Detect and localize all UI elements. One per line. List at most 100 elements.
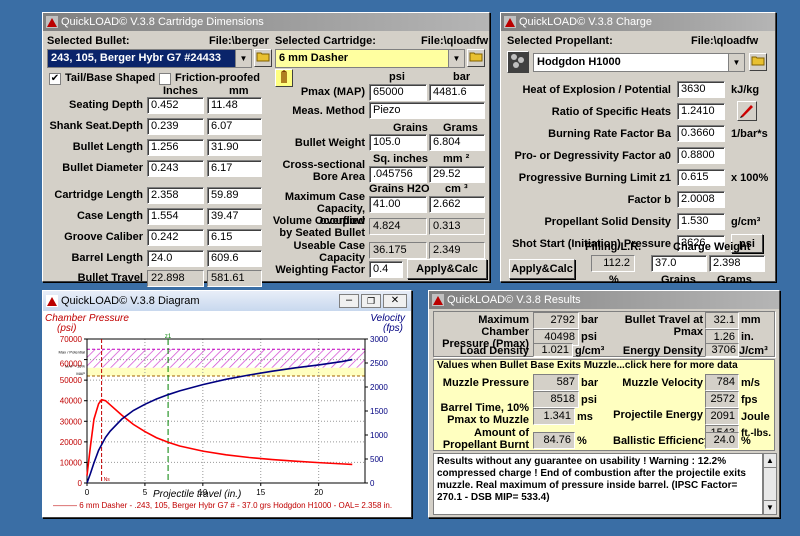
close-icon[interactable]: ✕ — [383, 294, 407, 308]
weighting-factor-input[interactable]: 0.4 — [369, 261, 403, 278]
inches-header: Inches — [163, 85, 198, 97]
shank-depth-in[interactable]: 0.239 — [147, 118, 204, 135]
friction-checkbox[interactable] — [159, 73, 171, 85]
message-scrollbar[interactable]: ▲ ▼ — [763, 453, 777, 515]
chevron-down-icon[interactable]: ▼ — [728, 54, 744, 71]
charge-titlebar[interactable]: QuickLOAD© V.3.8 Charge — [501, 13, 775, 31]
propellant-select[interactable]: Hodgdon H1000 ▼ — [533, 53, 745, 72]
projectile-energy-label: Projectile Energy — [613, 409, 703, 421]
groove-caliber-in[interactable]: 0.242 — [147, 229, 204, 246]
bullet-length-in[interactable]: 1.256 — [147, 139, 204, 156]
cartridge-file-label: File:\qloadfw — [421, 35, 489, 47]
bullet-file-label: File:\berger — [209, 35, 269, 47]
shank-depth-mm[interactable]: 6.07 — [207, 118, 262, 135]
chevron-down-icon[interactable]: ▼ — [448, 50, 464, 67]
bullet-diameter-mm[interactable]: 6.17 — [207, 160, 262, 177]
diagram-titlebar[interactable]: QuickLOAD© V.3.8 Diagram – ❐ ✕ — [43, 291, 411, 311]
bore-area-mm[interactable]: 29.52 — [429, 166, 485, 183]
mm2-header: mm ² — [443, 153, 470, 165]
bore-area-in[interactable]: .045756 — [369, 166, 427, 183]
psi-unit: psi — [581, 331, 597, 343]
open-bullet-folder-icon[interactable] — [254, 49, 272, 67]
charge-weight-grains[interactable]: 37.0 — [651, 255, 707, 272]
cartridge-dimensions-titlebar[interactable]: QuickLOAD© V.3.8 Cartridge Dimensions — [43, 13, 489, 31]
bullet-select[interactable]: 243, 105, Berger Hybr G7 #24433 ▼ — [47, 49, 252, 68]
cartridge-length-mm[interactable]: 59.89 — [207, 187, 262, 204]
case-length-mm[interactable]: 39.47 — [207, 208, 262, 225]
muzzle-pressure-psi: 8518 — [533, 391, 579, 408]
volume-occupied-cm: 0.313 — [429, 218, 485, 235]
seating-depth-mm[interactable]: 11.48 — [207, 97, 262, 114]
charge-weight-grams[interactable]: 2.398 — [709, 255, 765, 272]
degressivity-label: Pro- or Degressivity Factor a0 — [514, 150, 671, 162]
case-capacity-gr[interactable]: 41.00 — [369, 196, 427, 213]
bullet-weight-g[interactable]: 6.804 — [429, 134, 485, 151]
scroll-down-icon[interactable]: ▼ — [764, 500, 776, 514]
dims-apply-button[interactable]: Apply&Calc — [407, 259, 487, 279]
results-titlebar[interactable]: QuickLOAD© V.3.8 Results — [429, 291, 779, 309]
ftlbs-unit: ft.-lbs. — [741, 428, 771, 439]
shot-start-input[interactable]: 3626 — [677, 235, 725, 252]
case-length-in[interactable]: 1.554 — [147, 208, 204, 225]
pmax-bar-input[interactable]: 4481.6 — [429, 84, 485, 101]
bullet-diameter-in[interactable]: 0.243 — [147, 160, 204, 177]
cartridge-drawing-icon[interactable] — [275, 69, 293, 87]
bullet-diameter-label: Bullet Diameter — [62, 162, 143, 174]
barrel-length-mm[interactable]: 609.6 — [207, 250, 262, 267]
burning-rate-input[interactable]: 0.3660 — [677, 125, 725, 142]
quickload-icon — [46, 294, 58, 307]
minimize-icon[interactable]: – — [339, 294, 359, 308]
barrel-length-in[interactable]: 24.0 — [147, 250, 204, 267]
grams-header: Grams — [443, 122, 478, 134]
bullet-weight-gr[interactable]: 105.0 — [369, 134, 427, 151]
muzzle-pressure-bar: 587 — [533, 374, 579, 391]
y-tick-label: 10000 — [60, 458, 83, 467]
scroll-up-icon[interactable]: ▲ — [764, 454, 776, 468]
bar-header: bar — [453, 71, 471, 83]
specific-heats-input[interactable]: 1.2410 — [677, 103, 725, 120]
specific-heats-label: Ratio of Specific Heats — [551, 106, 671, 118]
pmax-psi-input[interactable]: 65000 — [369, 84, 427, 101]
map-label: MAP — [76, 371, 85, 376]
tail-base-checkbox[interactable]: ✔ — [49, 73, 61, 85]
open-propellant-folder-icon[interactable] — [749, 53, 767, 71]
x-tick-label: 5 — [143, 488, 148, 497]
restore-icon[interactable]: ❐ — [361, 294, 381, 308]
bullet-length-mm[interactable]: 31.90 — [207, 139, 262, 156]
shot-start-label: Shot Start (Initiation) Pressure — [512, 238, 671, 250]
max-pressure-bar: 2792 — [533, 312, 579, 329]
bullet-select-value: 243, 105, Berger Hybr G7 #24433 — [51, 52, 222, 64]
open-cartridge-folder-icon[interactable] — [467, 49, 485, 67]
seating-depth-in[interactable]: 0.452 — [147, 97, 204, 114]
volume-occupied-label: Volume Occupied by Seated Bullet — [272, 215, 365, 239]
bullet-length-label: Bullet Length — [72, 141, 143, 153]
factor-b-input[interactable]: 2.0008 — [677, 191, 725, 208]
meas-method-input[interactable]: Piezo — [369, 102, 485, 119]
propellant-burnt-value: 84.76 — [533, 432, 575, 449]
quickload-icon — [432, 294, 444, 306]
chart-legend: ——— 6 mm Dasher - .243, 105, Berger Hybr… — [53, 501, 403, 510]
case-capacity-cm[interactable]: 2.662 — [429, 196, 485, 213]
results-message[interactable]: Results without any guarantee on usabili… — [433, 453, 763, 515]
filling-label: Filling/L.R. — [585, 241, 642, 253]
grains-header: Grains — [393, 122, 428, 134]
edit-propellant-icon[interactable] — [737, 101, 757, 121]
heat-explosion-input[interactable]: 3630 — [677, 81, 725, 98]
shot-start-unit-button[interactable]: psi — [731, 234, 763, 253]
useable-capacity-cm: 2.349 — [429, 242, 485, 259]
x-axis-label: Projectile travel (in.) — [153, 489, 242, 500]
legend-text: 6 mm Dasher - .243, 105, Berger Hybr G7 … — [79, 501, 393, 510]
progressive-limit-input[interactable]: 0.615 — [677, 169, 725, 186]
charge-apply-button[interactable]: Apply&Calc — [509, 259, 575, 279]
degressivity-input[interactable]: 0.8800 — [677, 147, 725, 164]
chevron-down-icon[interactable]: ▼ — [235, 50, 251, 67]
y-tick-label: 60000 — [60, 360, 83, 369]
cartridge-select[interactable]: 6 mm Dasher ▼ — [275, 49, 465, 68]
propellant-grain-icon[interactable] — [507, 51, 529, 73]
barrel-time-value: 1.341 — [533, 408, 575, 425]
solid-density-input[interactable]: 1.530 — [677, 213, 725, 230]
groove-caliber-mm[interactable]: 6.15 — [207, 229, 262, 246]
cartridge-length-in[interactable]: 2.358 — [147, 187, 204, 204]
selected-propellant-label: Selected Propellant: — [507, 35, 613, 47]
muzzle-header-link[interactable]: Values when Bullet Base Exits Muzzle...c… — [437, 360, 738, 371]
